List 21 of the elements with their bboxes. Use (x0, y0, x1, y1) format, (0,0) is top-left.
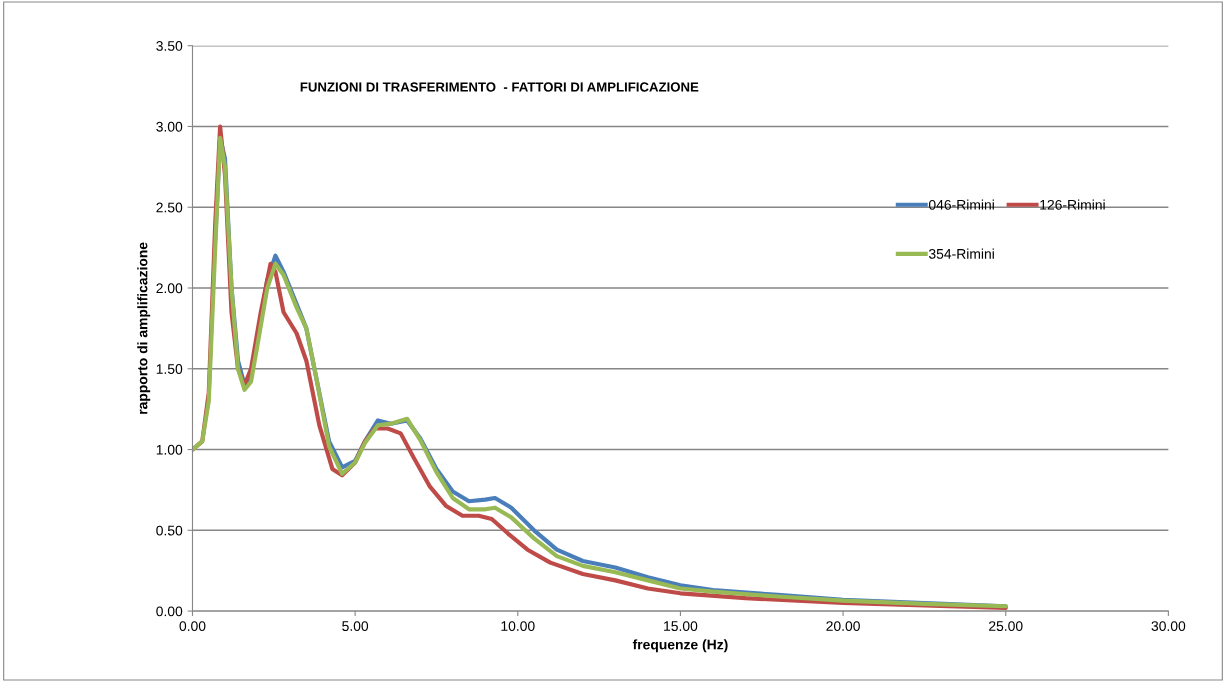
y-tick-label: 3.00 (156, 121, 183, 132)
x-tick-label: 20.00 (826, 621, 860, 631)
y-tick-label: 2.50 (156, 202, 183, 213)
x-tick-label: 5.00 (342, 621, 369, 631)
text: FUNZIONI DI TRASFERIMENTO - FATTORI DI AMPLIFICAZIONE (300, 82, 699, 92)
x-axis-title: frequenze (Hz) (632, 639, 728, 653)
x-tick-label: 10.00 (501, 621, 535, 631)
y-axis-title: rapporto di amplificazione (137, 242, 151, 414)
y-tick-label: 0.50 (156, 525, 183, 536)
x-tick-label: 30.00 (1151, 621, 1186, 631)
y-tick-label: 1.50 (156, 364, 183, 374)
x-tick-label: 15.00 (664, 621, 698, 631)
legend-label: 354-Rimini (928, 248, 994, 259)
x-tick-label: 0.00 (179, 621, 206, 631)
legend-label: 046-Rimini (928, 199, 994, 210)
y-tick-label: 3.50 (156, 41, 183, 51)
legend-label: 126-Rimini (1040, 199, 1105, 210)
y-tick-label: 2.00 (156, 283, 183, 294)
x-tick-label: 25.00 (989, 621, 1023, 631)
y-tick-label: 1.00 (156, 444, 183, 455)
y-tick-label: 0.00 (156, 606, 183, 617)
